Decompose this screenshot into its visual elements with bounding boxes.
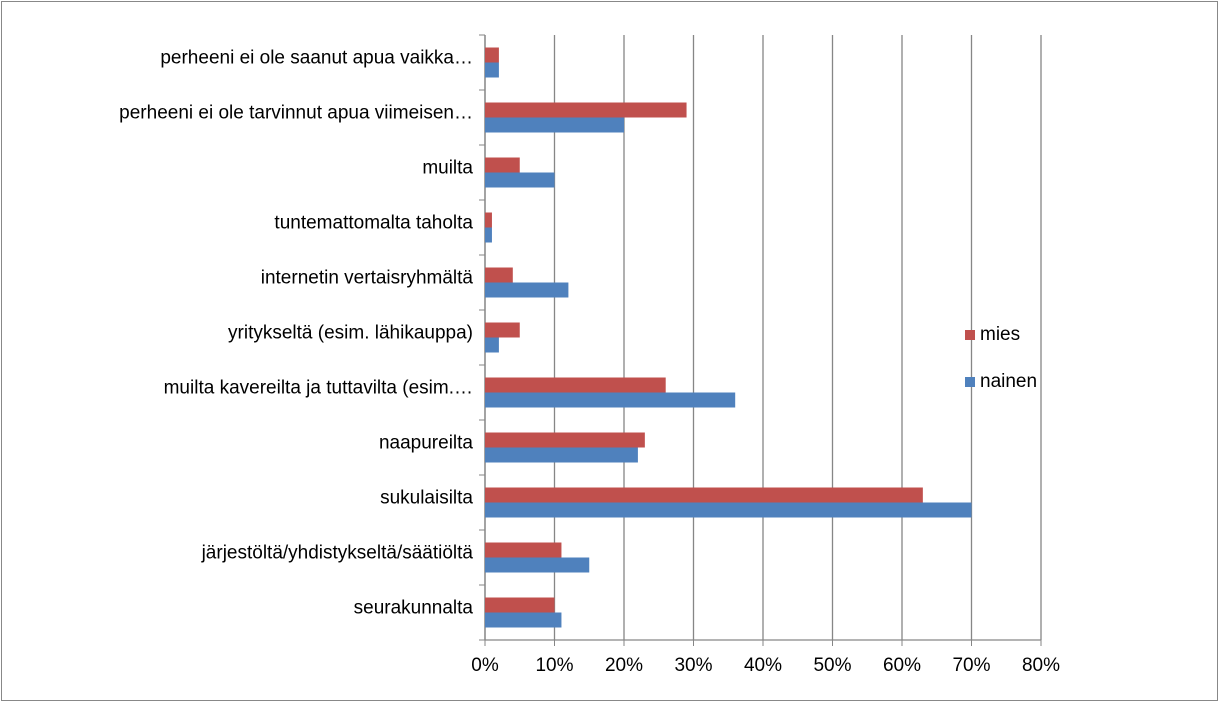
bar xyxy=(485,542,562,558)
y-tick-label: muilta xyxy=(422,158,473,179)
bar xyxy=(485,447,638,463)
bar xyxy=(485,392,736,408)
x-tick-label: 10% xyxy=(535,655,573,676)
legend-label: nainen xyxy=(980,371,1037,392)
bar xyxy=(485,117,624,133)
y-tick-label: seurakunnalta xyxy=(354,598,474,619)
x-tick-label: 0% xyxy=(471,655,499,676)
legend-swatch xyxy=(965,377,975,387)
x-tick-label: 80% xyxy=(1022,655,1060,676)
y-tick-label: yritykseltä (esim. lähikauppa) xyxy=(228,323,473,344)
bar xyxy=(485,212,492,228)
bar xyxy=(485,62,499,78)
y-tick-label: perheeni ei ole saanut apua vaikka… xyxy=(160,48,473,69)
x-tick-label: 30% xyxy=(674,655,712,676)
x-tick-label: 20% xyxy=(605,655,643,676)
y-tick-label: perheeni ei ole tarvinnut apua viimeisen… xyxy=(119,103,473,124)
bar xyxy=(485,47,499,63)
bar xyxy=(485,557,590,573)
bar xyxy=(485,612,562,628)
x-tick-label: 70% xyxy=(952,655,990,676)
legend-label: mies xyxy=(980,324,1020,345)
x-tick-label: 50% xyxy=(813,655,851,676)
bar xyxy=(485,487,923,503)
bar xyxy=(485,322,520,338)
y-tick-label: järjestöltä/yhdistykseltä/säätiöltä xyxy=(201,543,474,564)
bar xyxy=(485,102,687,118)
x-tick-label: 60% xyxy=(883,655,921,676)
bar xyxy=(485,157,520,173)
bar xyxy=(485,227,492,243)
legend-swatch xyxy=(965,330,975,340)
y-tick-label: naapureilta xyxy=(379,433,473,454)
bar xyxy=(485,377,666,393)
bar xyxy=(485,502,972,518)
bar xyxy=(485,337,499,353)
bar xyxy=(485,432,645,448)
y-tick-label: tuntemattomalta taholta xyxy=(274,213,473,234)
bar xyxy=(485,597,555,613)
bar xyxy=(485,172,555,188)
bar xyxy=(485,267,513,283)
bar xyxy=(485,282,569,298)
x-tick-label: 40% xyxy=(744,655,782,676)
y-tick-label: internetin vertaisryhmältä xyxy=(261,268,474,289)
y-tick-label: sukulaisilta xyxy=(380,488,473,509)
y-tick-label: muilta kavereilta ja tuttavilta (esim.… xyxy=(164,378,473,399)
